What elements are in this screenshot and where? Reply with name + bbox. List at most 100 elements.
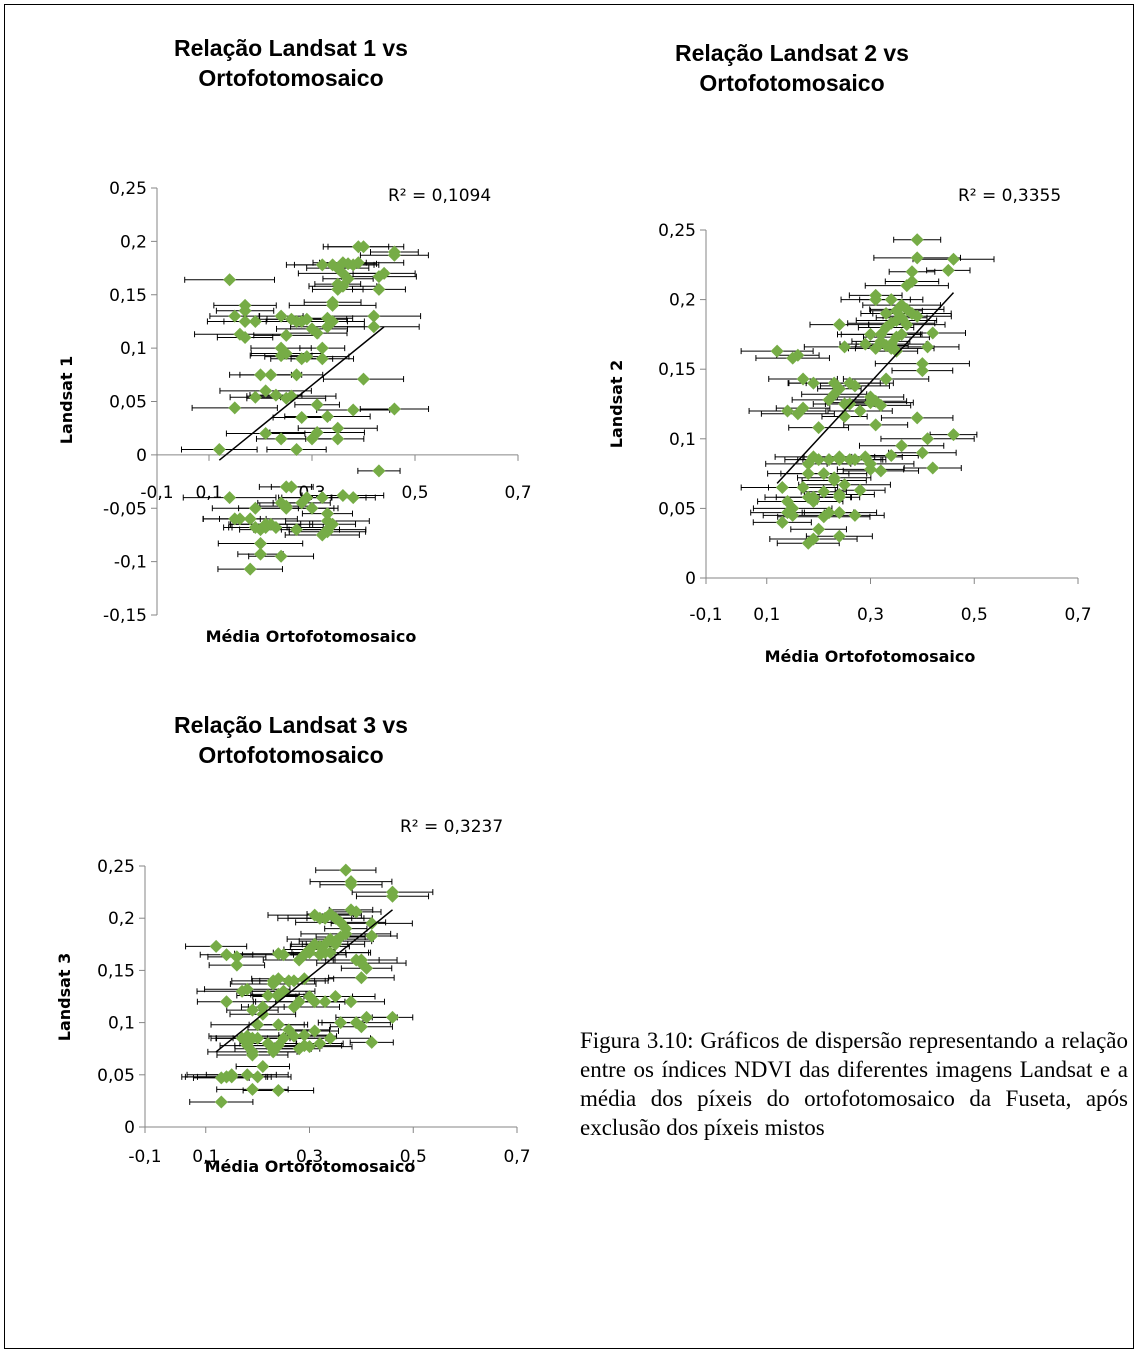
data-point-marker <box>334 1016 348 1030</box>
data-point-marker <box>874 464 888 478</box>
data-point-marker <box>279 328 293 342</box>
data-point-marker <box>209 939 223 953</box>
data-point-marker <box>220 948 233 962</box>
y-tick-label: 0,15 <box>109 286 147 306</box>
y-tick-label: 0,1 <box>108 1014 135 1034</box>
chart-2-title: Relação Landsat 2 vs Ortofotomosaico <box>587 38 997 98</box>
data-point-marker <box>791 348 805 362</box>
data-point-marker <box>315 341 329 355</box>
y-tick-label: 0 <box>136 446 147 466</box>
data-point-marker <box>832 529 846 543</box>
data-point-marker <box>320 514 334 528</box>
data-point-marker <box>320 409 334 423</box>
data-point-marker <box>848 379 862 393</box>
y-tick-label: 0,05 <box>97 1066 135 1086</box>
data-point-marker <box>770 344 784 358</box>
x-tick-label: 0,1 <box>192 1147 219 1167</box>
y-tick-label: 0,25 <box>109 179 147 199</box>
x-tick-label: -0,1 <box>128 1147 161 1167</box>
x-tick-label: 0,1 <box>753 605 780 625</box>
data-point-marker <box>806 376 820 390</box>
data-point-marker <box>248 501 262 515</box>
data-point-marker <box>274 432 288 446</box>
data-point-marker <box>796 481 810 495</box>
data-point-marker <box>858 337 872 351</box>
data-point-marker <box>796 372 810 386</box>
data-point-marker <box>320 320 334 334</box>
data-point-marker <box>315 491 329 505</box>
data-point-marker <box>251 1018 265 1032</box>
data-point-marker <box>874 398 888 412</box>
scatter-chart-landsat-2: 0 0,05 0,1 0,15 0,2 0,25 -0,1 0,1 0,3 0,5 0,7 R² = … <box>607 186 1092 666</box>
data-point-marker <box>295 411 309 425</box>
data-point-marker <box>775 515 789 529</box>
y-tick-label: 0,2 <box>120 232 147 252</box>
data-point-marker <box>315 528 329 542</box>
data-point-marker <box>848 508 862 522</box>
data-point-marker <box>323 1031 337 1045</box>
data-point-marker <box>817 510 831 524</box>
data-point-marker <box>838 478 852 492</box>
data-point-marker <box>775 481 789 495</box>
data-point-marker <box>354 1020 368 1034</box>
y-tick-label: 0,2 <box>108 909 135 929</box>
data-point-marker <box>344 995 358 1009</box>
data-point-marker <box>354 971 368 985</box>
data-point-marker <box>287 974 301 988</box>
data-point-marker <box>832 318 846 332</box>
x-axis-title: Média Ortofotomosaico <box>206 627 417 646</box>
y-tick-label: 0,1 <box>120 339 147 359</box>
chart-3-title-line2: Ortofotomosaico <box>198 742 384 768</box>
data-point-marker <box>326 298 340 312</box>
data-point-marker <box>254 547 267 561</box>
data-point-marker <box>251 1070 265 1084</box>
data-point-marker <box>259 384 273 398</box>
data-point-marker <box>331 282 345 296</box>
data-point-marker <box>360 1010 374 1024</box>
data-point-marker <box>284 312 298 326</box>
data-point-marker <box>315 258 329 272</box>
x-tick-label: -0,1 <box>689 605 722 625</box>
data-point-marker <box>287 1000 301 1014</box>
data-point-marker <box>910 309 924 323</box>
data-point-marker <box>915 446 929 460</box>
data-point-marker <box>290 523 304 537</box>
data-point-marker <box>303 1040 316 1054</box>
r-squared-label: R² = 0,1094 <box>388 186 491 206</box>
data-point-marker <box>832 450 846 464</box>
data-point-marker <box>910 251 924 265</box>
data-points <box>181 863 434 1109</box>
data-point-marker <box>313 948 327 962</box>
y-tick-label: 0,25 <box>97 857 135 877</box>
data-point-marker <box>884 449 898 463</box>
data-point-marker <box>274 549 288 563</box>
data-point-marker <box>220 995 233 1009</box>
data-point-marker <box>781 404 794 418</box>
data-point-marker <box>365 929 379 943</box>
data-point-marker <box>297 972 311 986</box>
data-point-marker <box>233 512 247 526</box>
data-point-marker <box>357 372 370 386</box>
data-point-marker <box>344 878 358 892</box>
data-point-marker <box>248 314 262 328</box>
data-point-marker <box>905 265 919 279</box>
data-point-marker <box>264 517 278 531</box>
data-point-marker <box>243 512 257 526</box>
data-point-marker <box>812 522 826 536</box>
y-tick-label: 0 <box>685 569 696 589</box>
data-point-marker <box>387 248 401 262</box>
chart-3-title-line1: Relação Landsat 3 vs <box>174 712 408 738</box>
chart-1-title-line2: Ortofotomosaico <box>198 65 384 91</box>
data-point-marker <box>357 240 370 254</box>
data-point-marker <box>853 483 867 497</box>
data-point-marker <box>274 309 288 323</box>
data-point-marker <box>271 1083 285 1097</box>
data-point-marker <box>271 947 285 961</box>
data-point-marker <box>228 401 242 415</box>
data-point-marker <box>243 562 257 576</box>
data-point-marker <box>214 1095 228 1109</box>
data-point-marker <box>817 485 831 499</box>
y-tick-label: -0,05 <box>103 499 147 519</box>
